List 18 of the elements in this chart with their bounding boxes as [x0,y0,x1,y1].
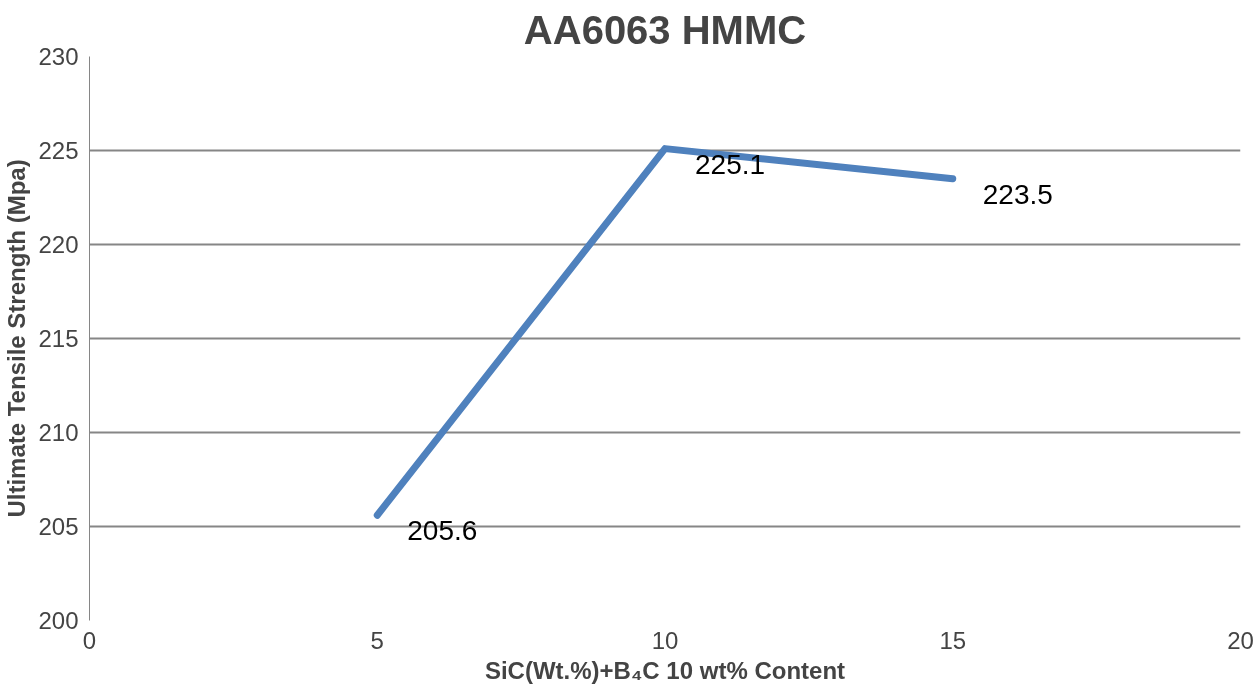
data-label: 205.6 [407,515,478,547]
x-tick-label: 10 [651,626,679,654]
y-tick-label: 210 [38,419,79,446]
x-axis-title: SiC(Wt.%)+B₄C 10 wt% Content [484,656,846,684]
y-tick-label: 200 [38,607,79,634]
y-tick-label: 230 [38,43,79,70]
data-label: 225.1 [695,148,766,180]
data-label: 223.5 [982,178,1053,210]
x-tick-label: 15 [939,626,967,654]
y-tick-label: 205 [38,513,79,540]
x-tick-label: 20 [1227,626,1254,654]
x-tick-label: 5 [370,626,384,654]
y-tick-label: 225 [38,137,79,164]
y-tick-label: 215 [38,325,79,352]
y-axis-title: Ultimate Tensile Strength (Mpa) [3,159,31,518]
y-tick-label: 220 [38,231,79,258]
x-tick-label: 0 [82,626,97,654]
chart-title: AA6063 HMMC [523,7,807,52]
